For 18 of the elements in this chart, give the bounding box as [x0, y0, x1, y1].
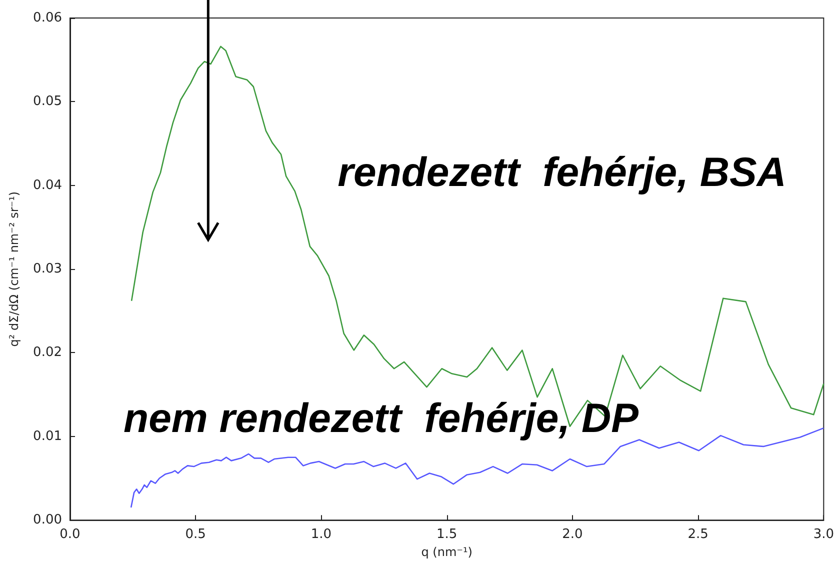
x-tick-label: 3.0 — [813, 527, 834, 542]
y-tick-label: 0.01 — [33, 428, 62, 444]
y-tick-label: 0.03 — [33, 262, 62, 277]
x-tick-label: 0.0 — [60, 527, 80, 542]
x-tick-label: 0.5 — [185, 527, 206, 542]
y-axis-title: q² dΣ/dΩ (cm⁻¹ nm⁻² sr⁻¹) — [7, 191, 21, 347]
y-tick-label: 0.06 — [33, 10, 62, 26]
annotation: nem rendezett fehérje, DP — [124, 395, 640, 441]
annotation: rendezett fehérje, BSA — [338, 149, 786, 195]
y-tick-label: 0.05 — [33, 94, 62, 110]
x-tick-label: 2.0 — [562, 527, 583, 542]
y-tick-label: 0.02 — [33, 345, 62, 360]
x-tick-label: 2.5 — [688, 527, 708, 542]
x-tick-label: 1.5 — [436, 527, 458, 542]
y-tick-label: 0.00 — [33, 512, 62, 528]
y-tick-label: 0.04 — [33, 178, 62, 193]
x-axis-title: q (nm⁻¹) — [421, 545, 472, 559]
x-tick-label: 1.0 — [310, 527, 332, 542]
